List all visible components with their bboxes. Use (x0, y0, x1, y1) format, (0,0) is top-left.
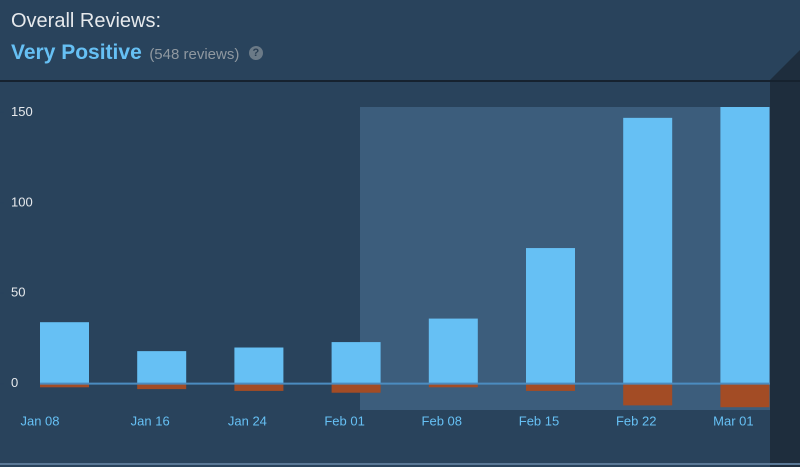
bar (40, 322, 89, 384)
bar (234, 383, 284, 391)
help-icon[interactable]: ? (248, 46, 263, 60)
title: Overall Reviews: (11, 10, 162, 32)
bar (234, 347, 284, 384)
bar (428, 383, 478, 388)
x-tick-label: Jan 16 (131, 413, 170, 428)
edge-shade (770, 50, 800, 467)
header: Overall Reviews: Very Positive (548 revi… (11, 10, 263, 65)
bar (331, 342, 381, 384)
bar (137, 383, 187, 390)
bar (40, 383, 89, 388)
bar (720, 383, 770, 408)
y-tick-label: 100 (11, 194, 33, 209)
x-tick-label: Mar 01 (713, 413, 753, 428)
y-tick-label: 0 (11, 375, 18, 390)
summary-line: Very Positive (548 reviews) ? (11, 41, 263, 65)
bar (428, 318, 478, 384)
bar (526, 383, 575, 391)
x-tick-label: Feb 22 (616, 413, 656, 428)
review-count: (548 reviews) (149, 46, 240, 63)
plot: 0 50 100 150 Jan 08 Jan 16 Jan 24 Feb 01 Feb 08 F… (0, 104, 770, 428)
x-tick-label: Feb 15 (519, 413, 559, 428)
y-tick-label: 50 (11, 285, 25, 300)
x-tick-label: Jan 08 (20, 413, 59, 428)
x-tick-label: Feb 08 (422, 413, 462, 428)
bar (331, 383, 381, 393)
summary: Very Positive (11, 41, 142, 64)
bar (720, 107, 770, 384)
y-tick-label: 150 (11, 104, 33, 119)
bar (526, 248, 575, 384)
bar (623, 117, 673, 384)
x-tick-label: Jan 24 (228, 413, 267, 428)
bar (623, 383, 673, 406)
x-tick-label: Feb 01 (324, 413, 364, 428)
bar (137, 351, 187, 384)
